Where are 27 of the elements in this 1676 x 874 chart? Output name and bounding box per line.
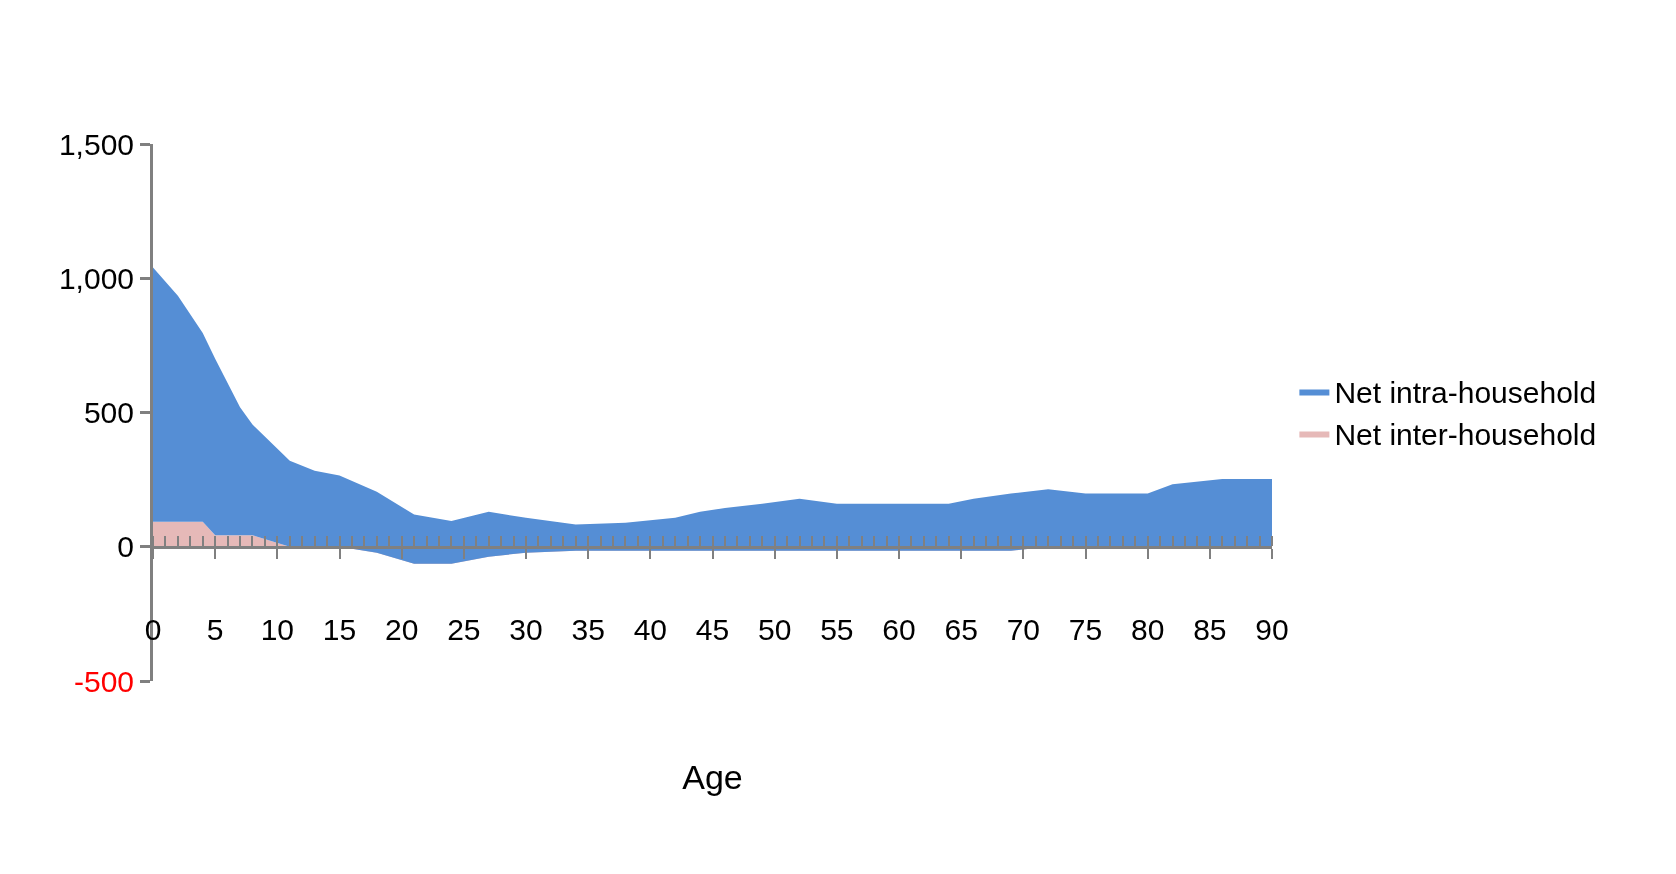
y-tick-label: -500: [73, 664, 134, 698]
x-tick-label: 5: [206, 612, 224, 646]
x-tick-label: 50: [757, 612, 792, 646]
x-tick-label: 80: [1130, 612, 1165, 646]
x-tick-label: 0: [144, 612, 162, 646]
x-tick-label: 10: [260, 612, 295, 646]
x-tick-label: 75: [1068, 612, 1103, 646]
y-tick-label: 1,000: [58, 261, 134, 295]
legend-label: Net intra-household: [1334, 376, 1597, 410]
x-tick-label: 25: [447, 612, 481, 646]
x-tick-label: 60: [882, 612, 916, 646]
x-tick-label: 40: [633, 612, 668, 646]
y-tick-label: 1,500: [58, 127, 134, 161]
x-tick-label: 15: [322, 612, 357, 646]
x-tick-label: 85: [1193, 612, 1227, 646]
x-tick-label: 20: [384, 612, 419, 646]
y-tick-label: 0: [117, 530, 134, 564]
x-tick-label: 90: [1255, 612, 1289, 646]
legend-label: Net inter-household: [1334, 418, 1597, 452]
x-tick-label: 70: [1006, 612, 1041, 646]
x-tick-label: 45: [695, 612, 730, 646]
x-axis-title: Age: [682, 758, 743, 797]
x-tick-label: 35: [571, 612, 605, 646]
y-tick-label: 500: [83, 396, 134, 429]
x-tick-label: 55: [820, 612, 854, 646]
x-tick-label: 30: [509, 612, 543, 646]
x-tick-label: 65: [944, 612, 978, 646]
